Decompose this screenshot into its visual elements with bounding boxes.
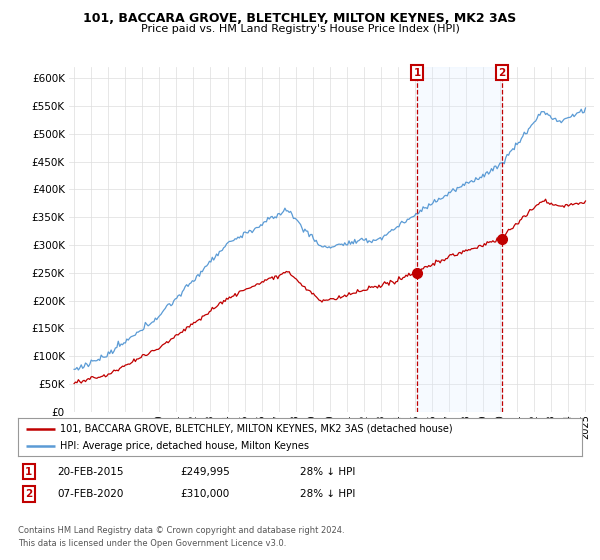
Text: HPI: Average price, detached house, Milton Keynes: HPI: Average price, detached house, Milt… <box>60 441 310 451</box>
Text: 28% ↓ HPI: 28% ↓ HPI <box>300 489 355 499</box>
Bar <box>417 67 502 412</box>
Text: 1: 1 <box>25 466 32 477</box>
Text: Contains HM Land Registry data © Crown copyright and database right 2024.: Contains HM Land Registry data © Crown c… <box>18 526 344 535</box>
Text: Price paid vs. HM Land Registry's House Price Index (HPI): Price paid vs. HM Land Registry's House … <box>140 24 460 34</box>
Text: £249,995: £249,995 <box>180 466 230 477</box>
Text: 1: 1 <box>413 68 421 78</box>
Text: 20-FEB-2015: 20-FEB-2015 <box>57 466 124 477</box>
Text: This data is licensed under the Open Government Licence v3.0.: This data is licensed under the Open Gov… <box>18 539 286 548</box>
Text: 28% ↓ HPI: 28% ↓ HPI <box>300 466 355 477</box>
Text: 07-FEB-2020: 07-FEB-2020 <box>57 489 124 499</box>
Text: 2: 2 <box>499 68 506 78</box>
Text: 2: 2 <box>25 489 32 499</box>
Text: 101, BACCARA GROVE, BLETCHLEY, MILTON KEYNES, MK2 3AS (detached house): 101, BACCARA GROVE, BLETCHLEY, MILTON KE… <box>60 423 453 433</box>
Text: £310,000: £310,000 <box>180 489 229 499</box>
Text: 101, BACCARA GROVE, BLETCHLEY, MILTON KEYNES, MK2 3AS: 101, BACCARA GROVE, BLETCHLEY, MILTON KE… <box>83 12 517 25</box>
